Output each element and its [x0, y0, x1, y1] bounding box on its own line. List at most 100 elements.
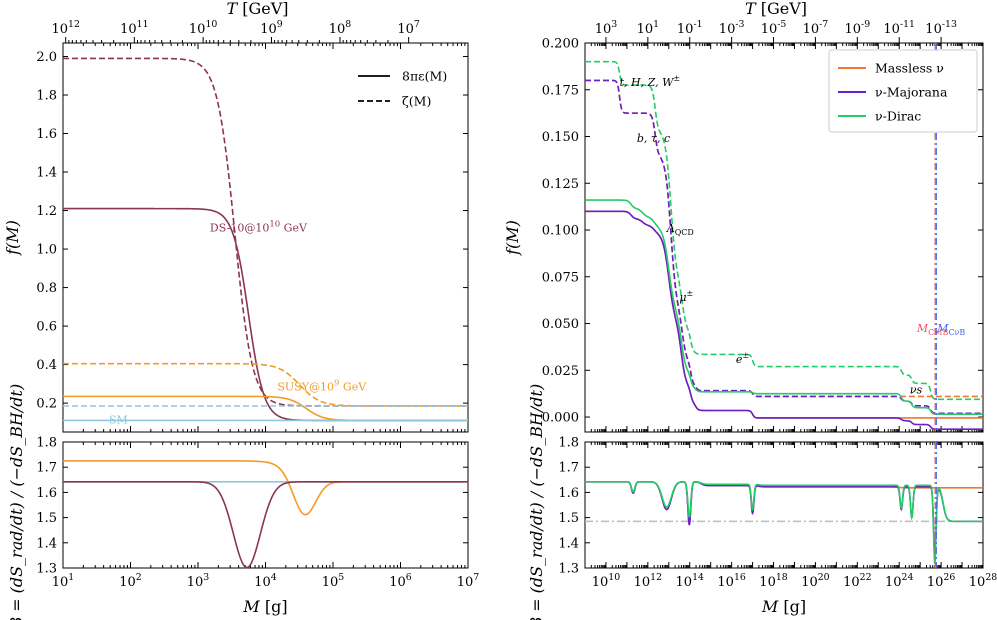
annot-suffix: GeV: [280, 222, 308, 235]
lb-xtick-label-1-base: 10: [119, 575, 136, 590]
right-bottom-series-2: [585, 481, 983, 564]
annot-sub: CMB: [928, 328, 948, 337]
right-bottom-frame: [584, 441, 984, 569]
rb-xtick-label-9-base: 10: [969, 575, 986, 590]
rttick-label-4-exp: -5: [777, 19, 786, 30]
ttick-label-0: 1012: [51, 19, 79, 37]
T-sym: T: [226, 0, 238, 18]
left-top-annot-1: SUSY@109 GeV: [277, 379, 367, 394]
ttick-label-3-base: 10: [260, 22, 277, 37]
right-top-series-3: [585, 79, 983, 415]
ttick-label-1: 1011: [120, 19, 148, 37]
ttick-label-1-exp: 11: [137, 19, 149, 30]
rb-xtick-label-7-exp: 24: [902, 572, 914, 583]
annot-text: M: [936, 322, 949, 335]
rttick-label-6-exp: -9: [861, 19, 870, 30]
rb-xtick-label-2: 1014: [676, 572, 704, 590]
left-top-ytick-label-1: 0.4: [36, 358, 57, 373]
rb-xtick-label-0-base: 10: [592, 575, 609, 590]
right-top-ylabel: f(M): [503, 220, 522, 256]
right-bottom-xlabel: M [g]: [761, 597, 806, 616]
right-top-annot-0: t, H, Z, W±: [620, 74, 680, 89]
T-sym: T: [745, 0, 757, 18]
rttick-label-3-exp: -3: [735, 19, 744, 30]
lb-xtick-label-2: 103: [187, 572, 210, 590]
annot-text: μ: [679, 291, 686, 304]
rb-xtick-label-1: 1012: [634, 572, 662, 590]
left-bottom-ytick-label-0: 1.3: [36, 562, 57, 577]
right-bottom-ytick-label-4: 1.7: [558, 461, 579, 476]
left-top-toplabel: T [GeV]: [226, 0, 288, 18]
rb-xtick-label-9: 1028: [969, 572, 997, 590]
M-sym: M: [761, 597, 779, 616]
right-top-ytick-label-4: 0.100: [542, 224, 579, 239]
M-sym: M: [242, 597, 260, 616]
rb-xtick-label-3: 1016: [717, 572, 745, 590]
rb-xtick-label-5-exp: 20: [818, 572, 830, 583]
T-unit: [GeV]: [237, 0, 288, 18]
right-bottom-ytick-label-5: 1.8: [558, 436, 579, 451]
rttick-label-5: 10-7: [803, 19, 829, 37]
ttick-label-4: 108: [329, 19, 352, 37]
annot-sub: CνB: [948, 328, 965, 337]
rttick-label-4-base: 10: [761, 22, 778, 37]
lb-xtick-label-0: 101: [52, 572, 75, 590]
left-top-ytick-label-7: 1.6: [36, 127, 57, 142]
rttick-label-8-exp: -13: [942, 19, 957, 30]
rlegend-label-2: ν-Dirac: [875, 109, 921, 124]
right-top-series-0: [585, 210, 983, 419]
lb-xtick-label-4: 105: [322, 572, 345, 590]
right-top-annot-4: e±: [736, 351, 749, 366]
lb-xtick-label-5: 106: [389, 572, 412, 590]
left-top-ylabel: f(M): [3, 220, 22, 256]
legend-label-1: ζ(M): [402, 94, 431, 109]
legend-box: [828, 49, 978, 133]
left-top-legend: 8πε(M) ζ(M): [358, 69, 447, 109]
lb-xtick-label-5-base: 10: [389, 575, 406, 590]
rttick-label-2-base: 10: [677, 22, 694, 37]
rttick-label-8-base: 10: [925, 22, 942, 37]
rttick-label-0-base: 10: [595, 22, 612, 37]
T-unit: [GeV]: [756, 0, 807, 18]
lb-xtick-label-0-exp: 1: [68, 572, 74, 583]
annot-sup: 9: [334, 379, 339, 389]
left-top-ytick-label-8: 1.8: [36, 88, 57, 103]
right-bottom-ytick-label-3: 1.6: [558, 486, 579, 501]
left-top-annot-0: DS-10@1010 GeV: [210, 220, 308, 235]
right-top-toplabel: T [GeV]: [745, 0, 807, 18]
lb-xtick-label-5-exp: 6: [406, 572, 412, 583]
rb-xtick-label-0: 1010: [592, 572, 620, 590]
rb-xtick-label-5: 1020: [801, 572, 829, 590]
left-bottom-ytick-label-3: 1.6: [36, 486, 57, 501]
rb-xtick-label-2-base: 10: [676, 575, 693, 590]
right-top-annot-1: b, τ, c: [637, 132, 670, 145]
rb-xtick-label-0-exp: 10: [608, 572, 620, 583]
lb-xtick-label-6-base: 10: [457, 575, 474, 590]
left-bottom-ytick-label-2: 1.5: [36, 511, 57, 526]
ttick-label-0-base: 10: [51, 22, 68, 37]
ttick-label-0-exp: 12: [68, 19, 80, 30]
annot-sup: ±: [742, 351, 749, 360]
ttick-label-2: 1010: [189, 19, 217, 37]
right-bottom-series-0: [585, 481, 983, 525]
rlegend-label-0: Massless ν: [875, 61, 944, 76]
left-top-ytick-label-2: 0.6: [36, 320, 57, 335]
left-top-ytick-label-9: 2.0: [36, 50, 57, 65]
rb-xtick-label-8-base: 10: [927, 575, 944, 590]
rb-xtick-label-3-base: 10: [717, 575, 734, 590]
right-top-taxis: 103 101 10-1 10-3 10-5 10-7 10-9 10-11 10-13: [595, 19, 957, 43]
rttick-label-3-base: 10: [719, 22, 736, 37]
rb-xtick-label-4-exp: 18: [776, 572, 788, 583]
annot-text: SUSY@10: [277, 381, 334, 394]
left-top-series-0: [63, 207, 468, 422]
rb-xtick-label-7-base: 10: [885, 575, 902, 590]
rttick-label-1-base: 10: [637, 22, 654, 37]
rttick-label-7: 10-11: [883, 19, 915, 37]
lb-xtick-label-6-exp: 7: [473, 572, 479, 583]
left-top-taxis: 1012 1011 1010 109 108 107: [51, 19, 420, 43]
left-bottom-ytick-label-1: 1.4: [36, 536, 57, 551]
left-top-ytick-label-4: 1.0: [36, 243, 57, 258]
right-top-panel: 0.000 0.025 0.050 0.075 0.100 0.125 0.150 0.175…: [503, 0, 984, 433]
